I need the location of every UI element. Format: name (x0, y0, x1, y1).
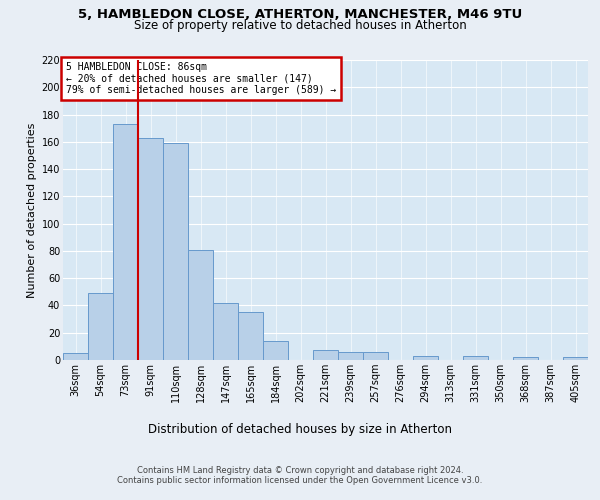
Bar (113, 124, 138, 360)
Bar (463, 356, 488, 360)
Bar (263, 341, 288, 360)
Y-axis label: Number of detached properties: Number of detached properties (28, 122, 37, 298)
Text: Size of property relative to detached houses in Atherton: Size of property relative to detached ho… (134, 18, 466, 32)
Bar (63, 353, 88, 360)
Bar (163, 143, 188, 360)
Bar (238, 312, 263, 360)
Text: Contains public sector information licensed under the Open Government Licence v3: Contains public sector information licen… (118, 476, 482, 485)
Bar (313, 350, 338, 360)
Bar (88, 293, 113, 360)
Bar (563, 358, 588, 360)
Bar (513, 358, 538, 360)
Bar (413, 356, 438, 360)
Bar (363, 352, 388, 360)
Bar (138, 138, 163, 360)
Bar (188, 250, 213, 360)
Text: Distribution of detached houses by size in Atherton: Distribution of detached houses by size … (148, 422, 452, 436)
Bar (213, 302, 238, 360)
Text: Contains HM Land Registry data © Crown copyright and database right 2024.: Contains HM Land Registry data © Crown c… (137, 466, 463, 475)
Text: 5, HAMBLEDON CLOSE, ATHERTON, MANCHESTER, M46 9TU: 5, HAMBLEDON CLOSE, ATHERTON, MANCHESTER… (78, 8, 522, 20)
Bar (338, 352, 363, 360)
Text: 5 HAMBLEDON CLOSE: 86sqm
← 20% of detached houses are smaller (147)
79% of semi-: 5 HAMBLEDON CLOSE: 86sqm ← 20% of detach… (65, 62, 336, 94)
